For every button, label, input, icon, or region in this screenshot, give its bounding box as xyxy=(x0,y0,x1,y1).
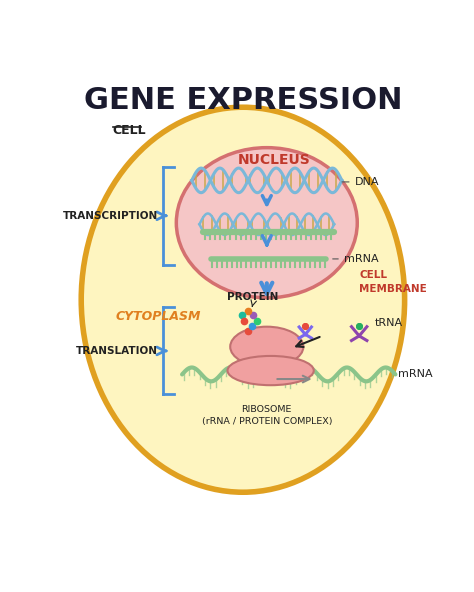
Text: mRNA: mRNA xyxy=(398,369,432,379)
Text: TRANSCRIPTION: TRANSCRIPTION xyxy=(63,211,158,221)
Text: PROTEIN: PROTEIN xyxy=(227,292,279,302)
Ellipse shape xyxy=(176,147,357,298)
Text: GENE EXPRESSION: GENE EXPRESSION xyxy=(84,86,402,115)
Text: CYTOPLASM: CYTOPLASM xyxy=(116,310,201,323)
Text: mRNA: mRNA xyxy=(333,254,378,264)
Text: DNA: DNA xyxy=(342,177,379,187)
Text: tRNA: tRNA xyxy=(374,318,403,328)
Text: RIBOSOME
(rRNA / PROTEIN COMPLEX): RIBOSOME (rRNA / PROTEIN COMPLEX) xyxy=(201,405,332,426)
Text: CELL
MEMBRANE: CELL MEMBRANE xyxy=(359,271,427,294)
Ellipse shape xyxy=(81,107,405,492)
Ellipse shape xyxy=(228,356,314,385)
Ellipse shape xyxy=(230,327,303,366)
Text: CELL: CELL xyxy=(113,124,146,137)
Text: NUCLEUS: NUCLEUS xyxy=(238,153,311,168)
Text: TRANSLATION: TRANSLATION xyxy=(76,346,158,356)
